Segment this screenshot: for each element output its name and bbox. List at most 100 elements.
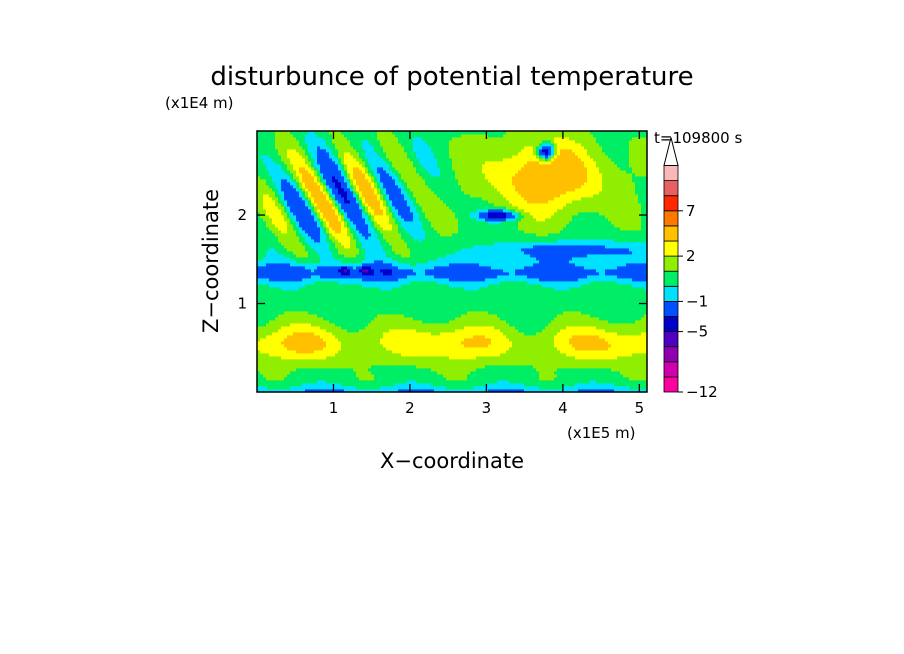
field-cell xyxy=(398,323,402,327)
field-cell xyxy=(470,311,474,315)
field-cell xyxy=(440,326,444,330)
field-cell xyxy=(413,377,417,381)
field-cell xyxy=(614,305,618,309)
field-cell xyxy=(440,344,444,348)
field-cell xyxy=(578,311,582,315)
field-cell xyxy=(317,281,321,285)
field-cell xyxy=(449,359,453,363)
field-cell xyxy=(299,389,303,392)
field-cell xyxy=(311,281,315,285)
field-cell xyxy=(377,368,381,372)
field-cell xyxy=(374,317,378,321)
field-cell xyxy=(353,338,357,342)
field-cell xyxy=(311,299,315,303)
field-cell xyxy=(314,320,318,324)
field-cell xyxy=(263,275,267,279)
field-cell xyxy=(407,281,411,285)
field-cell xyxy=(590,323,594,327)
field-cell xyxy=(365,332,369,336)
field-cell xyxy=(641,341,645,345)
field-cell xyxy=(383,359,387,363)
field-cell xyxy=(479,365,483,369)
field-cell xyxy=(506,287,510,291)
field-cell xyxy=(590,314,594,318)
field-cell xyxy=(440,377,444,381)
field-cell xyxy=(530,320,534,324)
field-cell xyxy=(617,374,621,378)
field-cell xyxy=(392,290,396,294)
field-cell xyxy=(392,380,396,384)
field-cell xyxy=(617,308,621,312)
field-cell xyxy=(464,344,468,348)
field-cell xyxy=(476,326,480,330)
field-cell xyxy=(287,371,291,375)
field-cell xyxy=(449,377,453,381)
field-cell xyxy=(434,308,438,312)
field-cell xyxy=(620,302,624,306)
field-cell xyxy=(323,308,327,312)
field-cell xyxy=(527,278,531,282)
field-cell xyxy=(524,389,528,392)
field-cell xyxy=(626,332,630,336)
field-cell xyxy=(470,347,474,351)
field-cell xyxy=(497,317,501,321)
field-cell xyxy=(536,350,540,354)
field-cell xyxy=(488,278,492,282)
field-cell xyxy=(635,383,639,387)
field-cell xyxy=(365,362,369,366)
field-cell xyxy=(596,287,600,291)
field-cell xyxy=(416,386,420,390)
field-cell xyxy=(263,323,267,327)
field-cell xyxy=(524,377,528,381)
field-cell xyxy=(362,341,366,345)
field-cell xyxy=(389,338,393,342)
field-cell xyxy=(575,377,579,381)
field-cell xyxy=(611,323,615,327)
field-cell xyxy=(299,305,303,309)
field-cell xyxy=(338,365,342,369)
field-cell xyxy=(488,311,492,315)
field-cell xyxy=(395,281,399,285)
field-cell xyxy=(410,299,414,303)
field-cell xyxy=(458,380,462,384)
field-cell xyxy=(284,341,288,345)
field-cell xyxy=(374,338,378,342)
field-cell xyxy=(263,332,267,336)
field-cell xyxy=(557,317,561,321)
field-cell xyxy=(326,389,330,392)
field-cell xyxy=(545,287,549,291)
field-cell xyxy=(428,371,432,375)
field-cell xyxy=(350,275,354,279)
field-cell xyxy=(320,317,324,321)
field-cell xyxy=(320,371,324,375)
field-cell xyxy=(452,305,456,309)
field-cell xyxy=(320,302,324,306)
field-cell xyxy=(632,344,636,348)
field-cell xyxy=(434,350,438,354)
field-cell xyxy=(362,344,366,348)
field-cell xyxy=(428,305,432,309)
field-cell xyxy=(278,311,282,315)
field-cell xyxy=(326,314,330,318)
field-cell xyxy=(377,341,381,345)
field-cell xyxy=(635,386,639,390)
field-cell xyxy=(629,299,633,303)
field-cell xyxy=(275,350,279,354)
field-cell xyxy=(605,344,609,348)
field-cell xyxy=(461,356,465,360)
field-cell xyxy=(374,335,378,339)
field-cell xyxy=(356,353,360,357)
field-cell xyxy=(356,341,360,345)
field-cell xyxy=(494,353,498,357)
field-cell xyxy=(536,383,540,387)
field-cell xyxy=(458,368,462,372)
field-cell xyxy=(470,353,474,357)
field-cell xyxy=(608,359,612,363)
field-cell xyxy=(557,335,561,339)
field-cell xyxy=(539,353,543,357)
field-cell xyxy=(461,287,465,291)
field-cell xyxy=(491,332,495,336)
field-cell xyxy=(290,323,294,327)
field-cell xyxy=(443,359,447,363)
field-cell xyxy=(428,350,432,354)
